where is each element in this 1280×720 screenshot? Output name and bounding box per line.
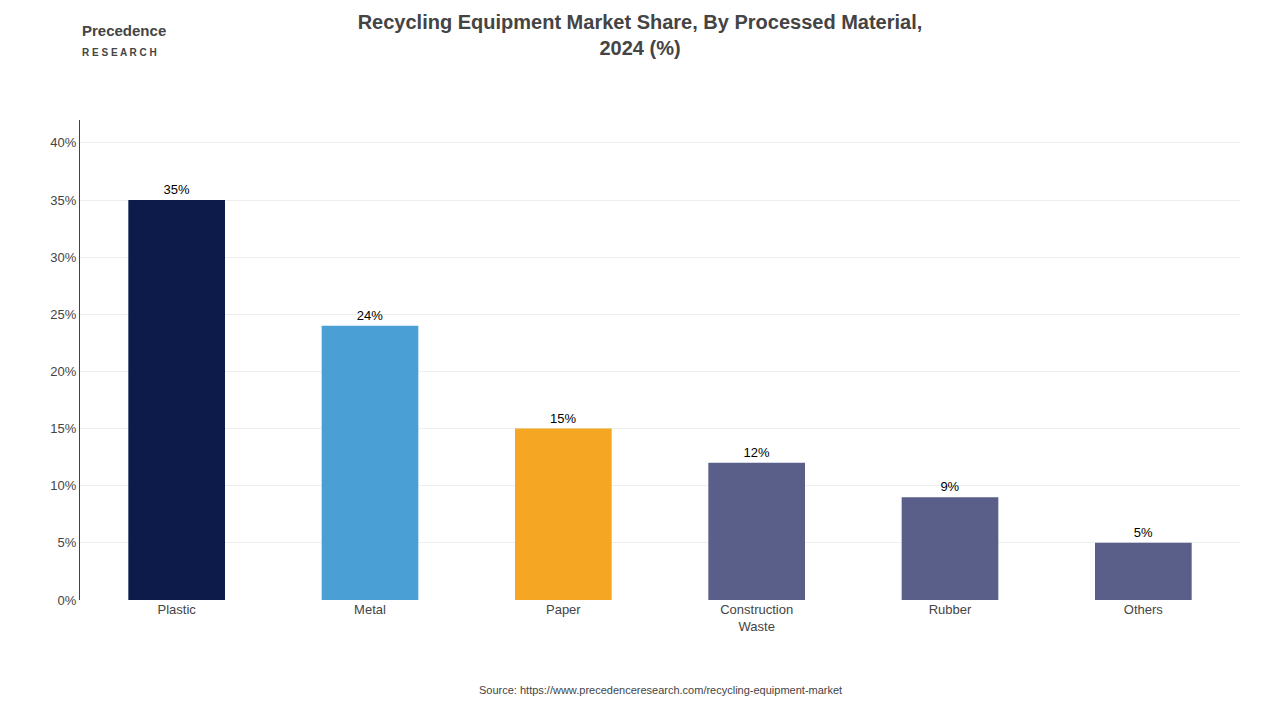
svg-text:30%: 30%: [50, 250, 76, 265]
svg-text:24%: 24%: [357, 308, 383, 323]
svg-text:5%: 5%: [58, 535, 77, 550]
svg-text:5%: 5%: [1134, 525, 1153, 540]
svg-text:ConstructionWaste: ConstructionWaste: [720, 602, 793, 634]
svg-text:Plastic: Plastic: [158, 602, 197, 617]
svg-text:Source: https://www.precedence: Source: https://www.precedenceresearch.c…: [479, 684, 842, 696]
svg-text:Metal: Metal: [354, 602, 386, 617]
svg-text:35%: 35%: [50, 193, 76, 208]
svg-text:0%: 0%: [58, 593, 77, 608]
svg-text:15%: 15%: [50, 421, 76, 436]
svg-text:12%: 12%: [743, 445, 769, 460]
svg-text:10%: 10%: [50, 478, 76, 493]
svg-text:25%: 25%: [50, 307, 76, 322]
svg-text:Others: Others: [1124, 602, 1164, 617]
svg-text:20%: 20%: [50, 364, 76, 379]
svg-text:Precedence: Precedence: [82, 22, 166, 39]
svg-text:40%: 40%: [50, 135, 76, 150]
svg-text:Recycling Equipment Market Sha: Recycling Equipment Market Share, By Pro…: [358, 11, 923, 59]
svg-text:9%: 9%: [940, 479, 959, 494]
svg-text:Paper: Paper: [546, 602, 581, 617]
svg-text:R E S E A R C H: R E S E A R C H: [82, 47, 157, 58]
svg-text:35%: 35%: [163, 182, 189, 197]
svg-text:Rubber: Rubber: [929, 602, 972, 617]
svg-text:15%: 15%: [550, 411, 576, 426]
